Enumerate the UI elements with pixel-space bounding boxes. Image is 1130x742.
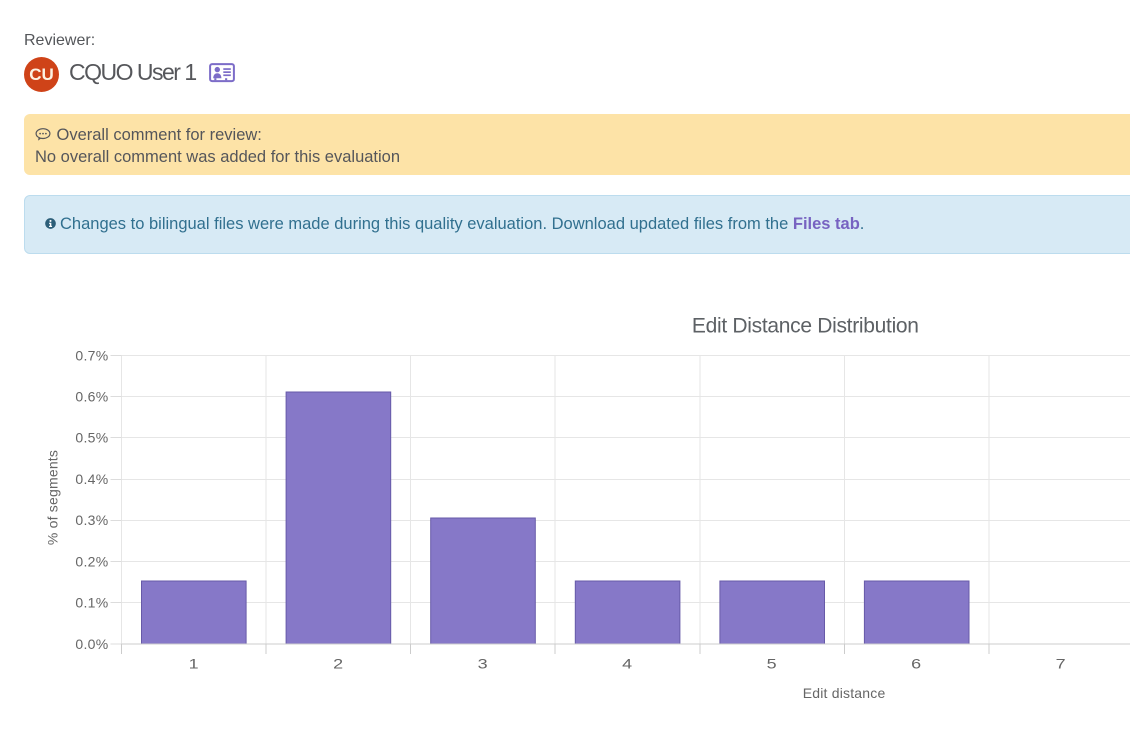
svg-text:1: 1 [189, 656, 199, 672]
svg-text:6: 6 [911, 656, 921, 672]
svg-text:0.5%: 0.5% [75, 430, 108, 446]
svg-text:0.0%: 0.0% [75, 636, 108, 652]
svg-text:Edit Distance Distribution: Edit Distance Distribution [692, 315, 919, 338]
svg-text:0.6%: 0.6% [75, 389, 108, 405]
svg-text:0.4%: 0.4% [75, 471, 108, 487]
svg-text:7: 7 [1056, 656, 1066, 672]
svg-text:4: 4 [622, 656, 632, 672]
svg-text:% of segments: % of segments [45, 450, 61, 545]
svg-text:0.7%: 0.7% [75, 348, 108, 364]
svg-text:0.3%: 0.3% [75, 512, 108, 528]
svg-text:5: 5 [767, 656, 777, 672]
svg-text:3: 3 [478, 656, 488, 672]
svg-text:0.2%: 0.2% [75, 554, 108, 570]
svg-text:2: 2 [333, 656, 343, 672]
svg-text:0.1%: 0.1% [75, 595, 108, 611]
svg-text:Edit distance: Edit distance [803, 685, 886, 701]
